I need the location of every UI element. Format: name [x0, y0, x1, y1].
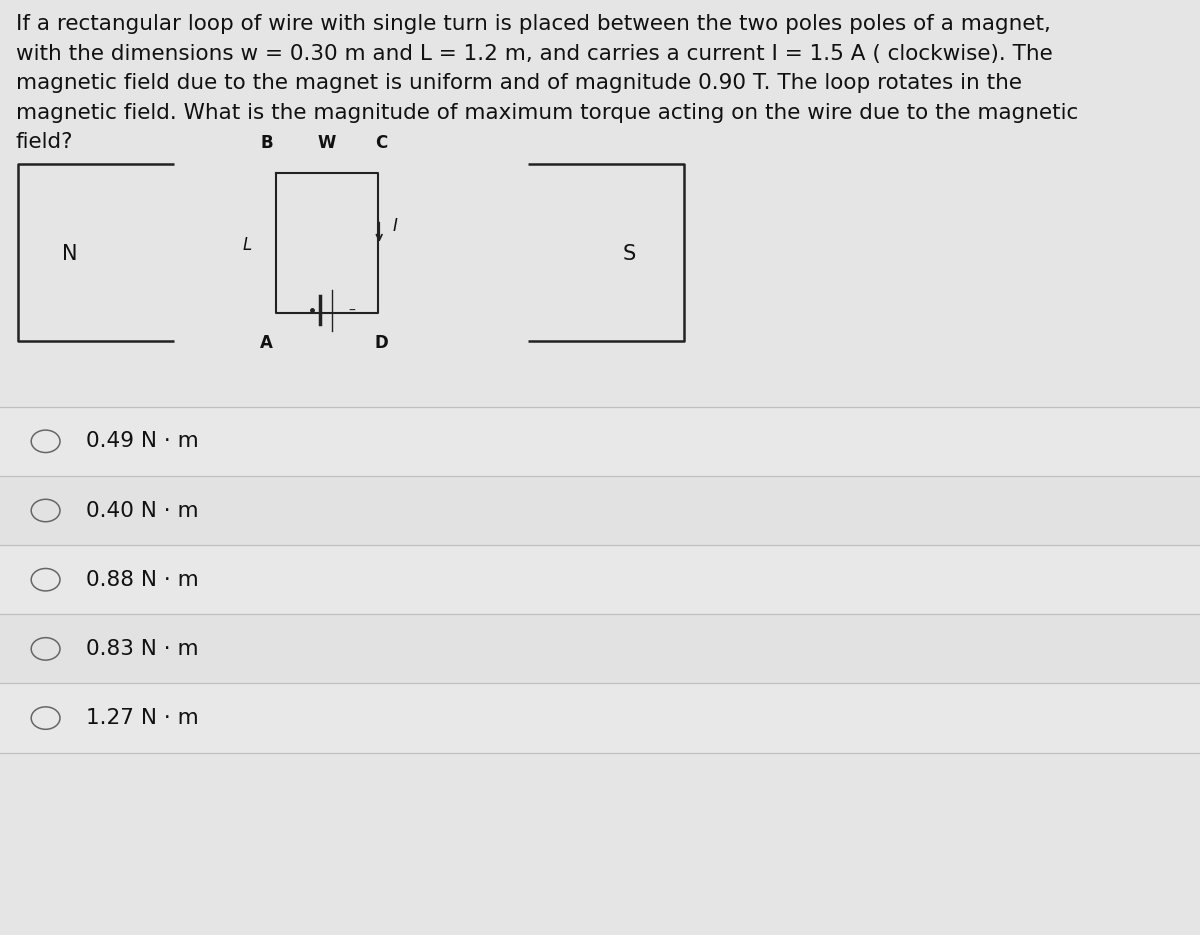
- Text: B: B: [260, 135, 272, 152]
- Text: L: L: [242, 236, 252, 254]
- Text: If a rectangular loop of wire with single turn is placed between the two poles p: If a rectangular loop of wire with singl…: [16, 14, 1078, 152]
- Text: I: I: [392, 217, 397, 236]
- Text: S: S: [622, 244, 636, 265]
- Bar: [0, 614, 1200, 683]
- Text: N: N: [62, 244, 77, 265]
- Text: 1.27 N · m: 1.27 N · m: [86, 708, 199, 728]
- Text: C: C: [376, 135, 388, 152]
- Text: W: W: [317, 135, 336, 152]
- Bar: [0, 683, 1200, 753]
- Bar: [0, 476, 1200, 545]
- Text: –: –: [348, 304, 355, 317]
- Bar: [0, 545, 1200, 614]
- Text: 0.49 N · m: 0.49 N · m: [86, 431, 199, 452]
- Text: 0.83 N · m: 0.83 N · m: [86, 639, 199, 659]
- Text: 0.88 N · m: 0.88 N · m: [86, 569, 199, 590]
- Text: D: D: [374, 334, 389, 352]
- Bar: [0, 407, 1200, 476]
- Text: A: A: [260, 334, 272, 352]
- Text: 0.40 N · m: 0.40 N · m: [86, 500, 199, 521]
